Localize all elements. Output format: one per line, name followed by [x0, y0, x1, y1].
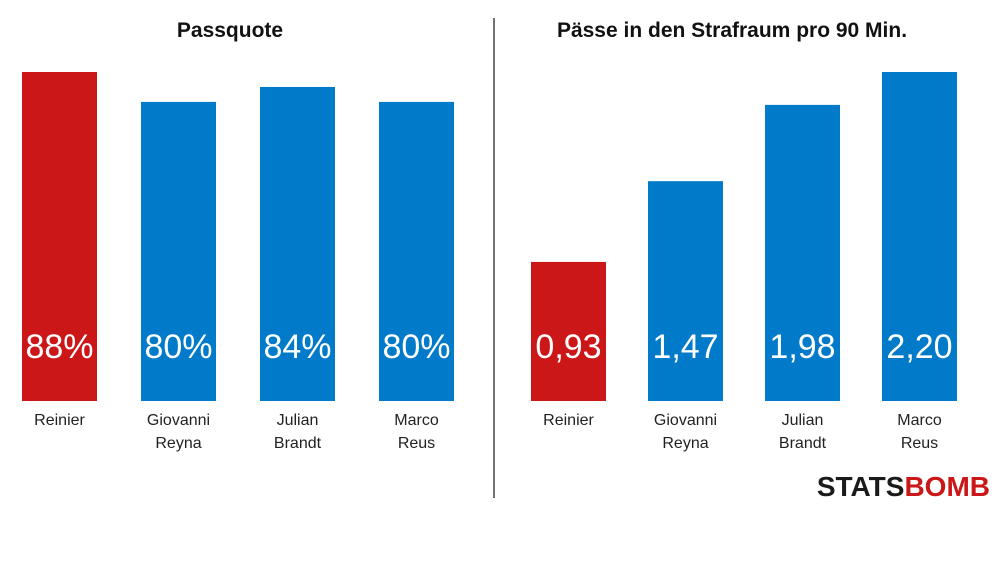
bar-value-label: 80%: [382, 328, 450, 366]
bar: [260, 86, 335, 402]
bar-value-label: 84%: [263, 328, 331, 366]
logo-text-stats: STATS: [817, 471, 905, 502]
bar-value-label: 80%: [144, 328, 212, 366]
category-label: Reinier: [34, 412, 85, 429]
bars-paesse-strafraum: 0,93 1,47 1,98 2,20: [531, 72, 957, 402]
category-label: Reyna: [662, 435, 708, 452]
category-label: Reinier: [543, 412, 594, 429]
bar: [765, 104, 840, 402]
bar: [22, 72, 97, 401]
category-label: Julian: [277, 412, 319, 429]
category-label: Marco: [394, 412, 439, 429]
bar: [648, 181, 723, 401]
bar: [141, 101, 216, 401]
category-label: Marco: [897, 412, 942, 429]
category-labels-paesse-strafraum: Reinier Giovanni Reyna Julian Brandt Marco Reu…: [543, 412, 942, 452]
category-label: Julian: [782, 412, 824, 429]
bar-value-label: 88%: [25, 328, 93, 366]
logo-text-bomb: BOMB: [904, 471, 990, 502]
chart-title-paesse-strafraum: Pässe in den Strafraum pro 90 Min.: [557, 19, 907, 42]
category-label: Giovanni: [147, 412, 210, 429]
bars-passquote: 88% 80% 84% 80%: [22, 72, 454, 402]
statsbomb-logo: STATSBOMB: [817, 471, 990, 502]
bar-value-label: 2,20: [886, 328, 952, 366]
category-label: Reyna: [155, 435, 201, 452]
category-label: Reus: [398, 435, 435, 452]
bar-value-label: 1,98: [769, 328, 835, 366]
category-label: Brandt: [779, 435, 827, 452]
bar: [379, 101, 454, 401]
category-label: Reus: [901, 435, 938, 452]
bar: [531, 261, 606, 401]
category-labels-passquote: Reinier Giovanni Reyna Julian Brandt Marco Reu…: [34, 412, 439, 452]
category-label: Brandt: [274, 435, 322, 452]
category-label: Giovanni: [654, 412, 717, 429]
bar-value-label: 1,47: [652, 328, 718, 366]
chart-title-passquote: Passquote: [177, 19, 283, 42]
bar-value-label: 0,93: [535, 328, 601, 366]
bar: [882, 72, 957, 401]
